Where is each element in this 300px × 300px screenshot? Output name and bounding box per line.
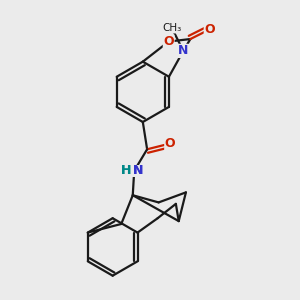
Bar (120, 165, 143, 177)
Text: N: N (133, 164, 143, 177)
Text: H: H (121, 164, 131, 177)
Text: O: O (165, 137, 176, 150)
Text: CH₃: CH₃ (162, 23, 182, 33)
Text: O: O (204, 23, 215, 36)
Text: N: N (133, 164, 143, 177)
Text: N: N (178, 44, 188, 57)
Text: H: H (121, 164, 131, 177)
Text: O: O (164, 35, 174, 48)
